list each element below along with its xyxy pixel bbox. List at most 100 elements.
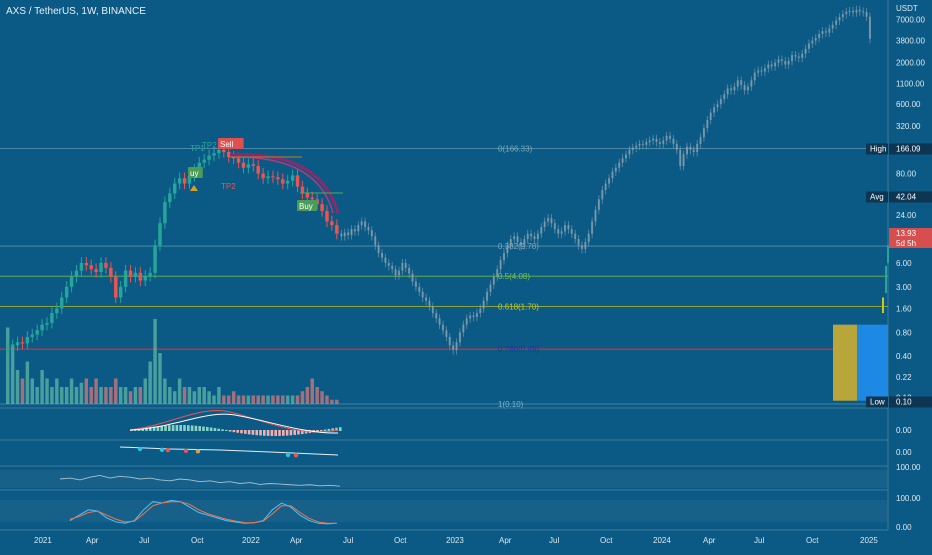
price-tag-value: 166.09 bbox=[896, 145, 921, 154]
projection-body bbox=[452, 345, 455, 350]
projection-body bbox=[350, 229, 353, 235]
projection-body bbox=[750, 80, 753, 87]
projection-body bbox=[367, 227, 370, 231]
projection-body bbox=[397, 270, 400, 276]
x-tick-label: Jul bbox=[139, 536, 149, 545]
histogram-bar bbox=[240, 430, 243, 434]
volume-bar bbox=[256, 395, 260, 404]
candle-body bbox=[74, 270, 79, 277]
candle-body bbox=[305, 193, 310, 198]
projection-body bbox=[563, 225, 567, 232]
candle-body bbox=[187, 175, 192, 184]
y-tick-label: 7000.00 bbox=[896, 16, 925, 25]
histogram-bar bbox=[320, 430, 323, 432]
projection-body bbox=[831, 24, 834, 29]
histogram-bar bbox=[247, 430, 251, 435]
projection-body bbox=[492, 276, 495, 285]
projection-body bbox=[418, 286, 421, 292]
candle-body bbox=[64, 286, 69, 298]
price-tag-name-bg bbox=[866, 143, 888, 155]
volume-bar bbox=[305, 387, 310, 404]
projection-body bbox=[550, 218, 553, 224]
projection-body bbox=[824, 31, 827, 33]
projection-body bbox=[801, 53, 804, 58]
projection-body bbox=[797, 56, 800, 58]
projection-body bbox=[726, 88, 729, 95]
projection-body bbox=[557, 229, 560, 234]
volume-bar bbox=[168, 387, 172, 404]
projection-body bbox=[814, 38, 817, 41]
volume-bar bbox=[276, 395, 280, 404]
projection-body bbox=[465, 318, 468, 325]
projection-body bbox=[502, 253, 506, 261]
signal-dot bbox=[137, 446, 143, 452]
volume-bar bbox=[128, 391, 133, 404]
candle-body bbox=[310, 197, 314, 200]
projection-body bbox=[533, 236, 536, 240]
projection-body bbox=[472, 315, 475, 317]
y-tick-label: 1.60 bbox=[896, 304, 912, 313]
y-tick-label: 3.00 bbox=[896, 283, 912, 292]
signal-label: Sell bbox=[220, 140, 234, 149]
volume-bar bbox=[330, 399, 334, 404]
projection-body bbox=[421, 291, 424, 298]
symbol-header: AXS / TetherUS, 1W, BINANCE bbox=[6, 6, 146, 17]
projection-body bbox=[740, 80, 743, 85]
signal-dot bbox=[159, 447, 165, 453]
projection-body bbox=[560, 231, 563, 234]
price-tag-bg bbox=[889, 143, 932, 155]
y-tick-label: 320.00 bbox=[896, 122, 921, 131]
volume-bar bbox=[118, 387, 123, 404]
signal-label: TP2 bbox=[202, 141, 217, 150]
candle-body bbox=[60, 297, 64, 309]
candle-body bbox=[217, 149, 221, 154]
histogram-bar bbox=[130, 430, 133, 431]
candle-body bbox=[109, 267, 113, 277]
projection-body bbox=[445, 330, 448, 337]
projection-body bbox=[648, 140, 651, 143]
projection-body bbox=[540, 227, 543, 234]
histogram-bar bbox=[206, 427, 209, 431]
histogram-bar bbox=[183, 425, 186, 431]
candle-body bbox=[325, 211, 329, 222]
projection-body bbox=[601, 189, 604, 200]
histogram-bar bbox=[266, 430, 270, 436]
stoch-k-line bbox=[69, 499, 337, 525]
projection-body bbox=[536, 233, 539, 240]
x-tick-label: 2022 bbox=[242, 536, 260, 545]
projection-body bbox=[597, 199, 600, 210]
x-tick-label: Jul bbox=[343, 536, 353, 545]
projection-body bbox=[655, 138, 658, 143]
candle-body bbox=[153, 245, 157, 273]
candle-body bbox=[177, 178, 182, 184]
projection-body bbox=[489, 284, 492, 292]
projection-body bbox=[852, 10, 855, 13]
y-tick-label: 600.00 bbox=[896, 100, 921, 109]
histogram-bar bbox=[190, 425, 194, 431]
volume-bar bbox=[30, 378, 34, 404]
volume-bar bbox=[182, 387, 187, 404]
volume-bar bbox=[192, 391, 197, 404]
histogram-bar bbox=[236, 430, 239, 433]
live-candle bbox=[882, 297, 884, 314]
projection-body bbox=[685, 146, 689, 155]
projection-body bbox=[746, 86, 749, 91]
candle-body bbox=[143, 276, 147, 281]
projection-body bbox=[387, 262, 390, 266]
candle-body bbox=[335, 225, 339, 234]
x-tick-label: Oct bbox=[806, 536, 819, 545]
projection-body bbox=[716, 104, 719, 108]
candle-body bbox=[123, 270, 128, 287]
volume-bar bbox=[148, 361, 152, 404]
candle-body bbox=[15, 342, 20, 346]
candle-body bbox=[45, 322, 49, 325]
fib-level-label: 0(166.33) bbox=[498, 144, 533, 153]
volume-bar bbox=[325, 395, 329, 404]
x-tick-label: 2024 bbox=[653, 536, 671, 545]
candle-body bbox=[251, 164, 256, 166]
projection-body bbox=[865, 12, 868, 17]
candle-body bbox=[222, 149, 226, 152]
projection-body bbox=[621, 158, 624, 163]
